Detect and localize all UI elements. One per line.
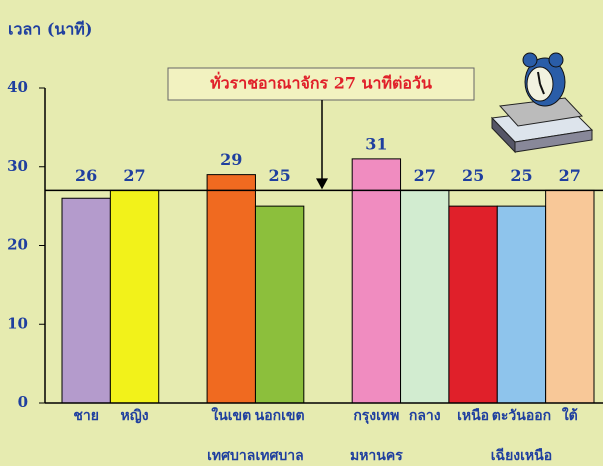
bar	[206, 174, 256, 404]
x-tick-label: หญิง	[121, 408, 149, 424]
x-tick-label: เทศบาล	[256, 448, 304, 464]
x-tick-label: ตะวันออก	[492, 408, 551, 424]
value-label: 25	[269, 166, 291, 185]
value-label: 27	[414, 166, 436, 185]
y-tick-label: 10	[7, 314, 28, 332]
bar	[61, 197, 111, 404]
y-axis-label: เวลา (นาที)	[8, 20, 92, 39]
y-tick-label: 0	[18, 393, 28, 411]
clock-clipart	[490, 52, 594, 154]
y-tick-label: 40	[7, 78, 28, 96]
annotation: ทั่วราชอาณาจักร 27 นาทีต่อวัน	[210, 72, 432, 93]
x-tick-label: มหานคร	[350, 448, 403, 464]
bar	[351, 158, 402, 404]
value-label: 25	[462, 166, 484, 185]
value-label: 31	[365, 134, 387, 153]
x-tick-label: ชาย	[73, 408, 99, 424]
value-label: 25	[510, 166, 532, 185]
x-tick-label: ใต้	[562, 406, 578, 424]
x-tick-label: นอกเขต	[255, 408, 305, 424]
value-label: 27	[123, 166, 145, 185]
x-tick-label: เทศบาล	[207, 448, 255, 464]
value-label: 29	[220, 150, 242, 169]
value-label: 26	[75, 166, 97, 185]
y-tick-label: 30	[7, 157, 28, 175]
bar	[545, 189, 595, 404]
x-tick-label: กลาง	[409, 408, 441, 424]
value-label: 27	[559, 166, 581, 185]
x-tick-label: เหนือ	[457, 408, 489, 424]
annotation-box	[167, 67, 475, 101]
arrow-head	[316, 178, 328, 190]
x-tick-label: กรุงเทพ	[353, 408, 399, 424]
bar	[400, 189, 450, 404]
x-tick-label: ในเขต	[211, 406, 251, 424]
bar	[496, 205, 547, 404]
y-tick-label: 20	[7, 236, 28, 254]
x-tick-label: เฉียงเหนือ	[491, 448, 552, 464]
bar	[254, 205, 305, 404]
bar	[109, 189, 160, 404]
bar	[448, 205, 498, 404]
